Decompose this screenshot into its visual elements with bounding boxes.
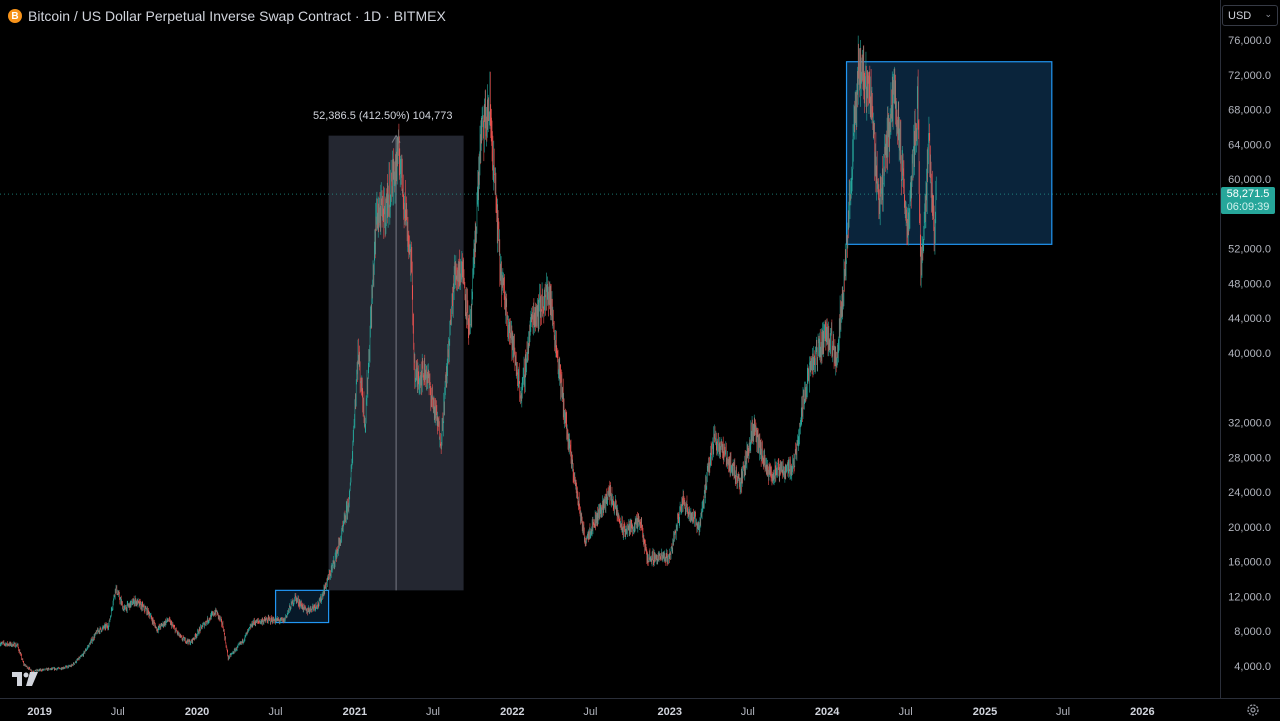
y-tick-label: 20,000.0: [1228, 522, 1271, 534]
candles-layer: [0, 35, 937, 673]
y-tick-label: 76,000.0: [1228, 35, 1271, 47]
y-tick-label: 48,000.0: [1228, 278, 1271, 290]
x-tick-label: 2025: [973, 706, 997, 718]
x-tick-label: Jul: [741, 706, 755, 718]
y-tick-label: 72,000.0: [1228, 70, 1271, 82]
x-tick-label: 2024: [815, 706, 840, 718]
y-tick-label: 24,000.0: [1228, 487, 1271, 499]
y-tick-label: 4,000.0: [1234, 661, 1271, 673]
gear-icon[interactable]: [1246, 703, 1260, 717]
x-tick-label: Jul: [111, 706, 125, 718]
measure-label: 52,386.5 (412.50%) 104,773: [313, 110, 453, 122]
x-tick-label: 2020: [185, 706, 209, 718]
price-axis-divider: [1220, 0, 1221, 698]
y-tick-label: 68,000.0: [1228, 105, 1271, 117]
currency-label: USD: [1228, 9, 1252, 22]
x-tick-label: 2019: [27, 706, 51, 718]
y-tick-label: 40,000.0: [1228, 348, 1271, 360]
y-tick-label: 60,000.0: [1228, 174, 1271, 186]
y-tick-label: 52,000.0: [1228, 244, 1271, 256]
annotation-layer: [274, 61, 1053, 624]
y-tick-label: 44,000.0: [1228, 313, 1271, 325]
tradingview-logo-icon[interactable]: [12, 672, 38, 686]
x-tick-label: Jul: [1056, 706, 1070, 718]
highlight-box-2024: [845, 61, 1053, 245]
chevron-down-icon: ⌄: [1264, 9, 1272, 19]
last-price-value: 58,271.5: [1226, 188, 1270, 200]
x-tick-label: Jul: [583, 706, 597, 718]
y-tick-label: 16,000.0: [1228, 557, 1271, 569]
price-axis: 4,000.0 8,000.0 12,000.0 16,000.0 20,000.0 24…: [1228, 35, 1271, 673]
y-tick-label: 12,000.0: [1228, 591, 1271, 603]
x-tick-label: Jul: [269, 706, 283, 718]
last-price-tag: 58,271.5 06:09:39: [1221, 187, 1275, 214]
x-tick-label: 2026: [1130, 706, 1154, 718]
y-tick-label: 32,000.0: [1228, 418, 1271, 430]
y-tick-label: 64,000.0: [1228, 139, 1271, 151]
currency-select[interactable]: USD ⌄: [1222, 5, 1278, 26]
y-tick-label: 8,000.0: [1234, 626, 1271, 638]
chart-title-bar: B Bitcoin / US Dollar Perpetual Inverse …: [8, 6, 446, 26]
y-tick-label: 28,000.0: [1228, 452, 1271, 464]
x-tick-label: Jul: [899, 706, 913, 718]
symbol-title[interactable]: Bitcoin / US Dollar Perpetual Inverse Sw…: [28, 8, 446, 24]
bitcoin-icon: B: [8, 9, 22, 23]
x-tick-label: 2022: [500, 706, 524, 718]
bar-countdown: 06:09:39: [1226, 201, 1270, 213]
x-tick-label: 2021: [343, 706, 367, 718]
x-tick-label: Jul: [426, 706, 440, 718]
time-axis: 2019 Jul 2020 Jul 2021 Jul 2022 Jul 2023 Jul 2024 J…: [27, 706, 1154, 718]
x-tick-label: 2023: [657, 706, 681, 718]
time-axis-divider: [0, 698, 1280, 699]
